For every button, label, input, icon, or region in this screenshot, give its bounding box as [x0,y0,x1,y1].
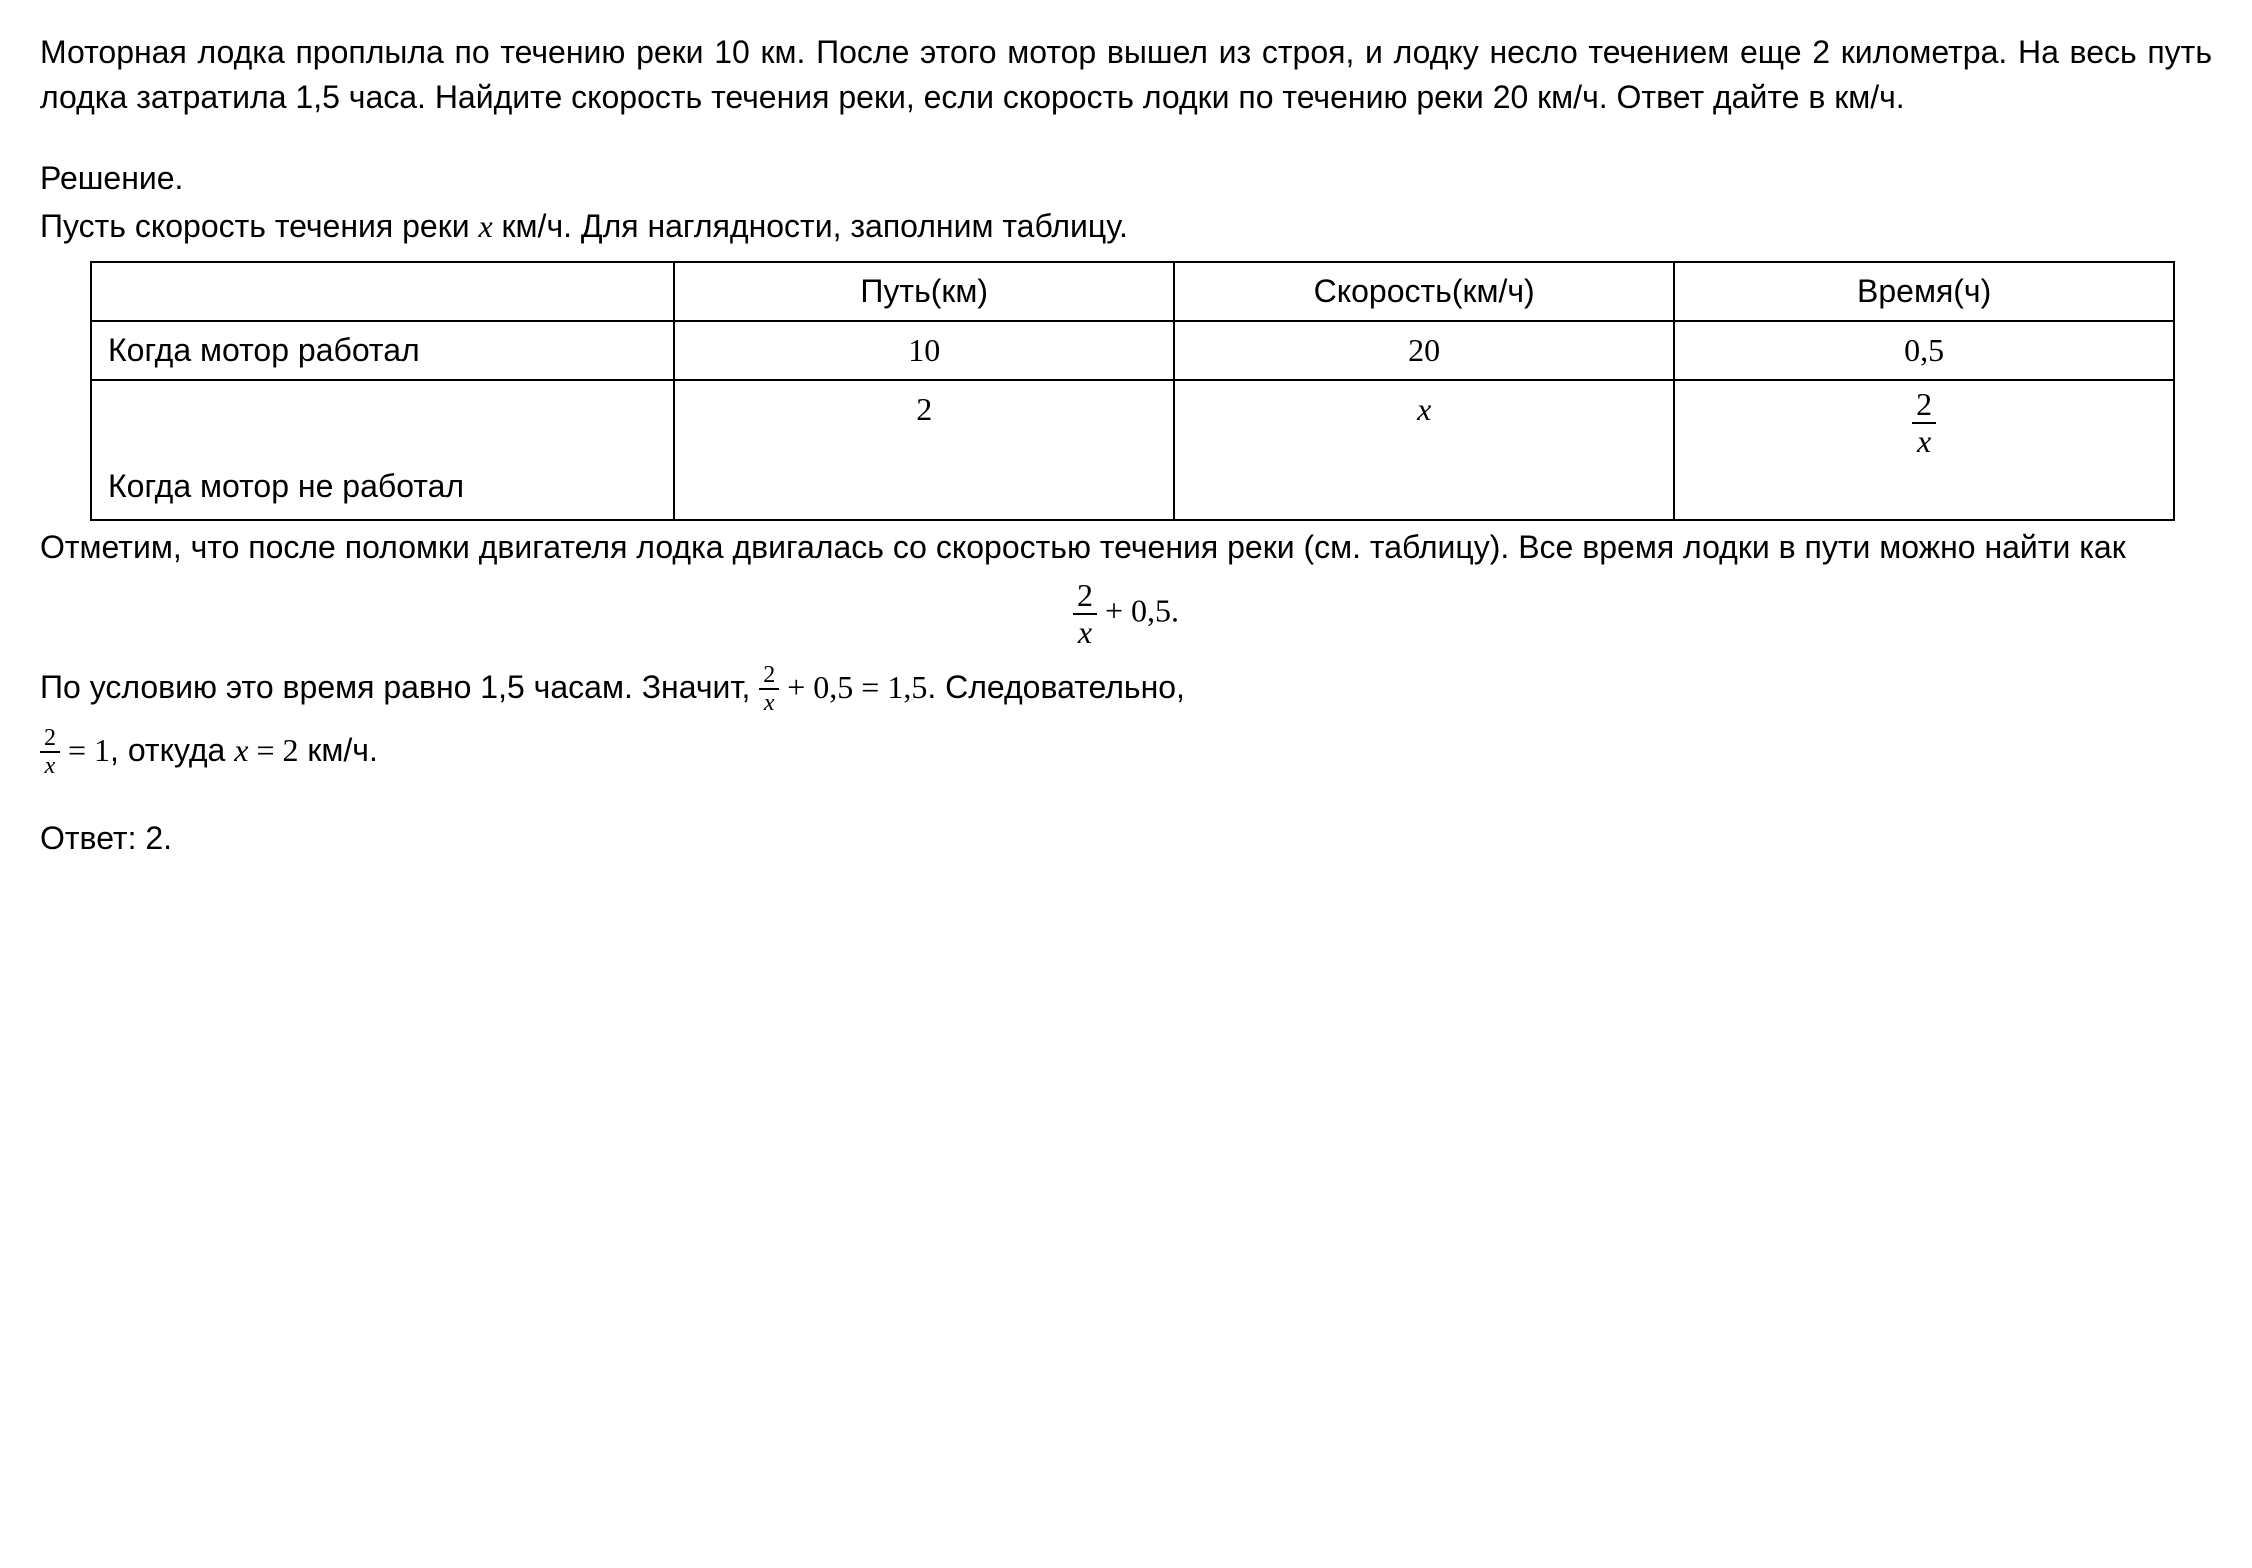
cont-mid: . Следовательно, [927,669,1185,705]
continuation-text: По условию это время равно 1,5 часам. Зн… [40,662,2212,717]
table-header-row: Путь(км) Скорость(км/ч) Время(ч) [91,262,2174,321]
intro-before: Пусть скорость течения реки [40,208,478,244]
fraction-num: 2 [1912,387,1936,424]
row2-speed: x [1174,380,1674,520]
row2-path: 2 [674,380,1174,520]
solution-heading: Решение. [40,156,2212,201]
header-path: Путь(км) [674,262,1174,321]
eq3-rest: = 2 [248,732,298,768]
cont-before: По условию это время равно 1,5 часам. Зн… [40,669,759,705]
header-speed: Скорость(км/ч) [1174,262,1674,321]
row2-speed-var: x [1417,391,1431,427]
fraction-num: 2 [1073,578,1097,615]
fraction-den: x [759,690,779,716]
fraction-num: 2 [40,725,60,753]
intro-variable: x [478,208,492,244]
row2-time: 2 x [1674,380,2174,520]
after-table-text: Отметим, что после поломки двигателя лод… [40,525,2212,570]
solution-table: Путь(км) Скорость(км/ч) Время(ч) Когда м… [90,261,2175,521]
solution-intro: Пусть скорость течения реки x км/ч. Для … [40,204,2212,249]
row1-speed: 20 [1174,321,1674,380]
fraction-den: x [40,753,60,779]
formula-rest: + 0,5. [1097,592,1179,628]
eq3-var: x [234,732,248,768]
cont-after1: , откуда [110,732,234,768]
problem-statement: Моторная лодка проплыла по течению реки … [40,30,2212,120]
header-empty [91,262,674,321]
formula-fraction: 2 x [1073,578,1097,650]
header-time: Время(ч) [1674,262,2174,321]
eq2-fraction: 2 x [40,725,60,780]
centered-formula: 2 x + 0,5. [40,578,2212,650]
eq1-rest: + 0,5 = 1,5 [779,669,927,705]
fraction-den: x [1073,615,1097,650]
row1-label: Когда мотор работал [91,321,674,380]
eq2-rest: = 1 [60,732,110,768]
eq1-fraction: 2 x [759,662,779,717]
cont-after2: км/ч. [298,732,377,768]
row1-path: 10 [674,321,1174,380]
final-line: 2 x = 1, откуда x = 2 км/ч. [40,725,2212,780]
row1-time: 0,5 [1674,321,2174,380]
row2-label: Когда мотор не работал [91,380,674,520]
row2-time-fraction: 2 x [1912,387,1936,459]
intro-after: км/ч. Для наглядности, заполним таблицу. [493,208,1128,244]
fraction-den: x [1912,424,1936,459]
fraction-num: 2 [759,662,779,690]
table-row: Когда мотор работал 10 20 0,5 [91,321,2174,380]
table-row: Когда мотор не работал 2 x 2 x [91,380,2174,520]
problem-text: Моторная лодка проплыла по течению реки … [40,34,2212,115]
answer-line: Ответ: 2. [40,816,2212,861]
